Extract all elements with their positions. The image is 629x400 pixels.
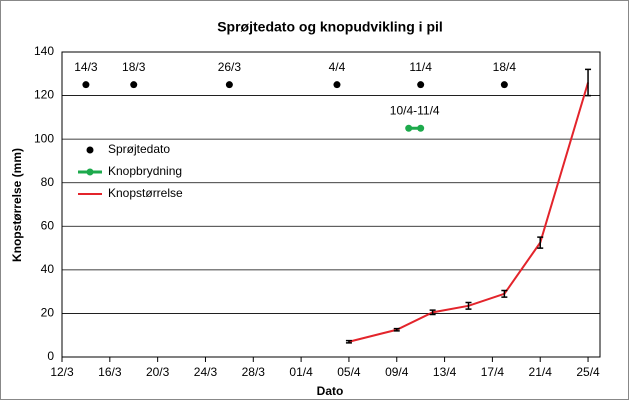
error-bar [537, 236, 544, 249]
x-axis-label: Dato [317, 384, 344, 398]
point-label: 4/4 [329, 60, 346, 74]
x-tick-label: 28/3 [242, 365, 266, 379]
spray-point [130, 81, 138, 89]
y-tick-label: 40 [41, 262, 55, 276]
legend-symbol [86, 146, 94, 154]
y-tick-label: 20 [41, 306, 55, 320]
x-tick-label: 01/4 [289, 365, 313, 379]
x-tick-label: 24/3 [194, 365, 218, 379]
error-bar [465, 301, 472, 310]
legend-symbol [86, 168, 94, 176]
y-tick-label: 80 [41, 175, 55, 189]
point-label: 26/3 [218, 60, 242, 74]
x-tick-label: 16/3 [98, 365, 122, 379]
legend-label: Knopbrydning [108, 164, 182, 178]
spray-point [500, 81, 508, 89]
point-label: 11/4 [409, 60, 432, 74]
error-bar [585, 68, 592, 97]
plot-area [61, 51, 601, 358]
x-tick-label: 13/4 [433, 365, 457, 379]
spray-point [225, 81, 233, 89]
point-label: 18/4 [493, 60, 517, 74]
x-tick-label: 05/4 [337, 365, 361, 379]
x-tick-label: 20/3 [146, 365, 170, 379]
error-bar [429, 309, 436, 316]
legend-label: Knopstørrelse [108, 186, 183, 200]
chart-title: Sprøjtedato og knopudvikling i pil [217, 19, 443, 35]
x-tick-label: 17/4 [481, 365, 505, 379]
spray-point [417, 81, 425, 89]
point-label: 14/3 [74, 60, 98, 74]
y-tick-label: 120 [34, 88, 54, 102]
y-axis-label: Knopstørrelse (mm) [10, 148, 24, 262]
x-tick-label: 25/4 [576, 365, 600, 379]
error-bar [501, 289, 508, 298]
y-tick-label: 0 [47, 349, 54, 363]
x-tick-label: 21/4 [529, 365, 553, 379]
x-tick-label: 12/3 [50, 365, 74, 379]
series-marker [417, 124, 425, 132]
point-label: 18/3 [122, 60, 146, 74]
error-bar [345, 339, 352, 344]
spray-point [82, 81, 90, 89]
y-tick-label: 60 [41, 218, 55, 232]
annotation: 10/4-11/4 [390, 103, 440, 117]
error-bar [393, 327, 400, 332]
spray-point [333, 81, 341, 89]
y-tick-label: 100 [34, 131, 54, 145]
series-marker [405, 124, 413, 132]
legend-label: Sprøjtedato [108, 142, 170, 156]
x-tick-label: 09/4 [385, 365, 409, 379]
y-tick-label: 140 [34, 44, 54, 58]
